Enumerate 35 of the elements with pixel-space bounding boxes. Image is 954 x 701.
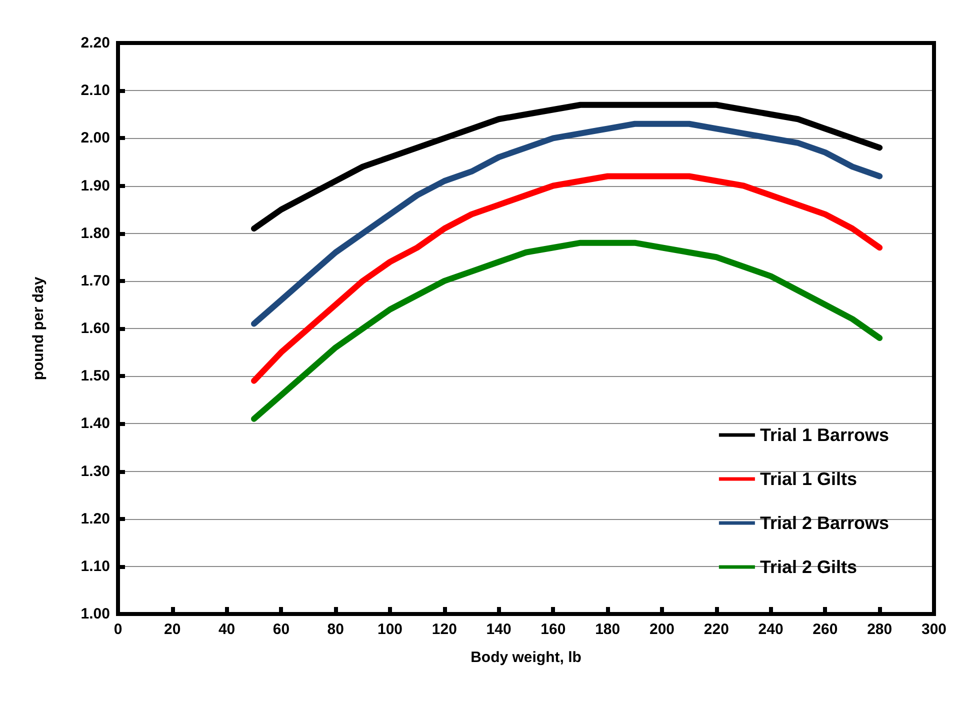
x-tick-label: 40 (218, 621, 236, 638)
x-tick-label: 280 (867, 621, 892, 638)
y-tick-label: 1.40 (80, 415, 110, 432)
y-tick-label: 1.60 (80, 320, 110, 337)
x-tick-label: 240 (758, 621, 784, 638)
x-tick-label: 60 (272, 621, 290, 638)
y-tick-label: 2.00 (80, 130, 110, 147)
legend-label: Trial 1 Gilts (760, 469, 857, 489)
y-tick-label: 1.90 (80, 177, 110, 194)
x-tick-label: 180 (595, 621, 620, 638)
legend-label: Trial 2 Gilts (760, 557, 857, 577)
y-tick-label: 1.00 (80, 606, 110, 622)
x-tick-label: 100 (377, 621, 403, 638)
y-tick-label: 1.10 (80, 558, 110, 575)
x-tick-label: 20 (164, 621, 181, 638)
legend-label: Trial 1 Barrows (760, 425, 890, 445)
x-tick-label: 140 (486, 621, 512, 638)
x-tick-label: 300 (921, 621, 947, 638)
y-tick-label: 2.20 (80, 34, 110, 52)
y-tick-label: 1.80 (80, 224, 110, 242)
x-tick-label: 0 (114, 621, 122, 638)
x-tick-label: 200 (649, 621, 675, 638)
x-tick-label: 120 (432, 621, 457, 638)
y-tick-label: 1.70 (80, 272, 110, 290)
y-tick-label: 2.10 (80, 82, 110, 100)
x-tick-label: 220 (704, 621, 729, 638)
y-tick-label: 1.30 (80, 462, 110, 480)
y-tick-label: 1.20 (80, 510, 110, 528)
x-tick-label: 80 (327, 621, 344, 638)
x-tick-label: 260 (812, 621, 838, 638)
y-tick-label: 1.50 (80, 368, 110, 385)
y-axis-title: pound per day (30, 276, 47, 380)
x-axis-title: Body weight, lb (470, 649, 582, 666)
legend-label: Trial 2 Barrows (760, 513, 890, 533)
x-tick-label: 160 (540, 621, 566, 638)
